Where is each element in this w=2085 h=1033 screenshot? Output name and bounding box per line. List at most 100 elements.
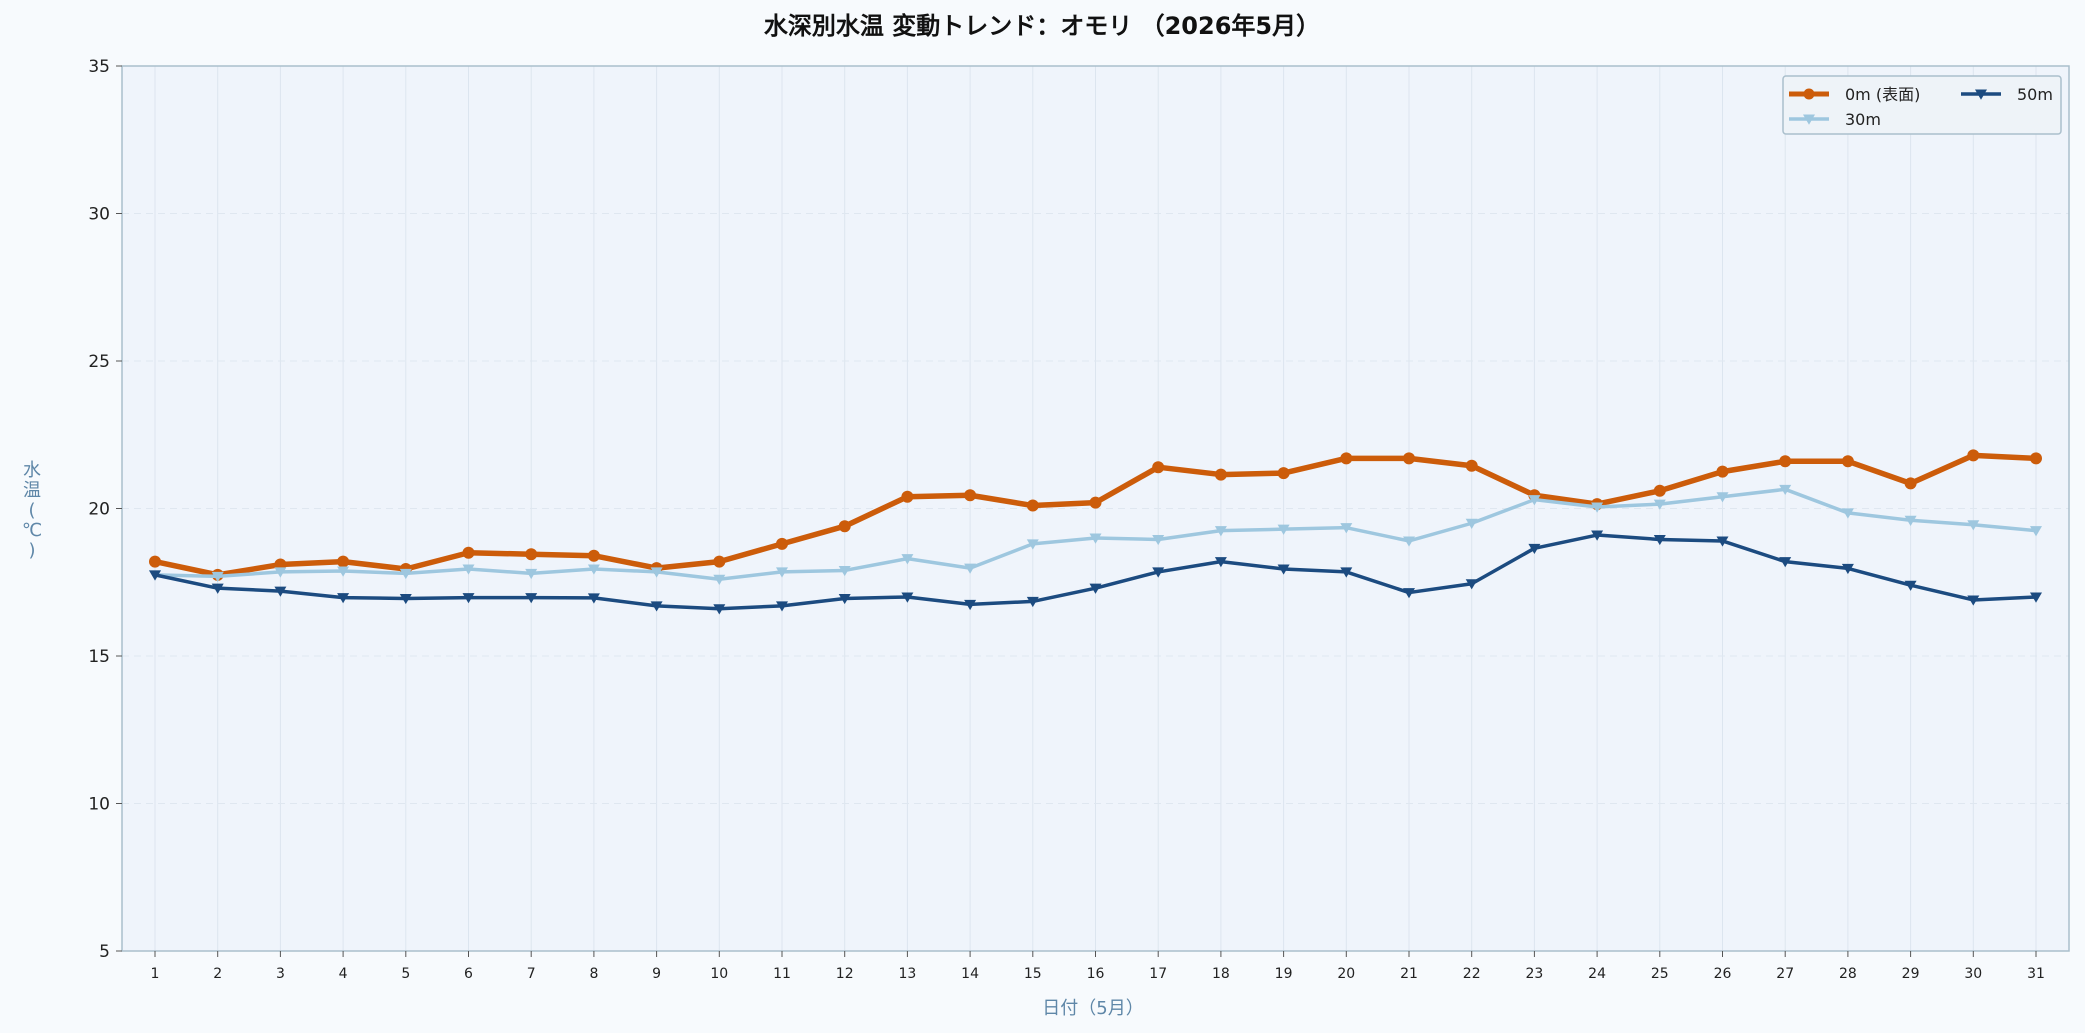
x-tick-label: 8 <box>589 966 598 982</box>
data-point <box>713 574 726 585</box>
x-tick-label: 27 <box>1776 966 1794 982</box>
data-point <box>1277 564 1290 575</box>
data-point <box>337 555 350 568</box>
x-tick-label: 2 <box>213 966 222 982</box>
data-point <box>1403 536 1415 547</box>
x-tick-label: 28 <box>1839 966 1857 982</box>
x-tick-label: 26 <box>1714 966 1732 982</box>
data-point <box>1967 449 1980 462</box>
data-point <box>1403 588 1415 599</box>
x-tick-label: 4 <box>339 966 348 982</box>
data-point <box>149 570 161 581</box>
data-point <box>713 604 726 615</box>
data-point <box>964 489 977 502</box>
data-point <box>1089 496 1102 509</box>
data-point <box>1465 459 1478 472</box>
data-point <box>1026 539 1039 550</box>
data-point <box>901 490 914 503</box>
x-axis-label: 日付（5月） <box>1042 998 1143 1019</box>
series-0 <box>149 449 2042 581</box>
y-tick-label: 10 <box>88 795 110 815</box>
y-tick-label: 25 <box>88 352 110 372</box>
x-tick-label: 13 <box>898 966 916 982</box>
data-point <box>1716 492 1729 503</box>
x-tick-label: 25 <box>1651 966 1669 982</box>
legend-label: 30m <box>1845 110 1881 129</box>
x-tick-label: 14 <box>961 966 979 982</box>
data-point <box>525 548 538 561</box>
data-point <box>1653 499 1666 510</box>
x-tick-label: 6 <box>464 966 473 982</box>
data-point <box>1089 583 1102 594</box>
x-tick-label: 3 <box>276 966 285 982</box>
data-point <box>1841 563 1854 575</box>
data-point <box>1779 455 1792 468</box>
data-point <box>462 593 475 604</box>
data-point <box>399 568 412 580</box>
data-point <box>2030 452 2042 465</box>
legend-marker <box>1803 88 1815 100</box>
data-point <box>1716 536 1729 547</box>
x-tick-label: 16 <box>1087 966 1105 982</box>
series-layer <box>149 449 2042 615</box>
data-point <box>1277 524 1290 535</box>
data-point <box>2030 592 2042 603</box>
data-point <box>1841 508 1854 519</box>
x-tick-label: 11 <box>773 966 791 982</box>
data-point <box>1653 484 1666 497</box>
data-point <box>1214 526 1227 537</box>
legend-label: 0m (表面) <box>1845 85 1920 104</box>
data-point <box>1026 499 1039 512</box>
x-tick-label: 20 <box>1337 966 1355 982</box>
data-point <box>525 593 538 604</box>
data-point <box>337 566 350 577</box>
data-point <box>1465 579 1478 590</box>
data-point <box>776 567 788 578</box>
data-point <box>1403 452 1415 465</box>
x-tick-label: 24 <box>1588 966 1606 982</box>
data-point <box>1967 520 1980 531</box>
data-point <box>1214 557 1227 568</box>
legend-label: 50m <box>2017 85 2053 104</box>
data-point <box>1152 534 1165 546</box>
data-point <box>462 564 475 575</box>
data-point <box>1591 502 1604 513</box>
x-tick-label: 1 <box>151 966 160 982</box>
data-point <box>1779 557 1792 568</box>
x-tick-label: 23 <box>1525 966 1543 982</box>
data-point <box>1214 468 1227 481</box>
data-point <box>1591 530 1604 541</box>
data-point <box>1779 484 1792 496</box>
data-point <box>1340 523 1353 534</box>
data-point <box>1904 515 1917 526</box>
data-point <box>901 592 914 603</box>
data-point <box>838 593 851 605</box>
data-point <box>525 568 538 580</box>
data-point <box>1716 465 1729 478</box>
series-1 <box>149 484 2042 585</box>
legend-item: 30m <box>1789 110 1881 129</box>
x-tick-label: 18 <box>1212 966 1230 982</box>
data-point <box>587 593 600 604</box>
data-point <box>1653 534 1666 546</box>
legend-box <box>1782 75 2062 135</box>
legend-marker <box>1803 114 1815 125</box>
y-tick-label: 30 <box>88 205 110 225</box>
x-tick-label: 12 <box>836 966 854 982</box>
y-tick-label: 15 <box>88 647 110 667</box>
series-2 <box>149 530 2042 615</box>
data-point <box>1528 543 1541 555</box>
x-tick-label: 30 <box>1964 966 1982 982</box>
data-point <box>776 601 788 612</box>
data-point <box>713 555 726 568</box>
x-tick-label: 9 <box>652 966 661 982</box>
x-tick-label: 10 <box>710 966 728 982</box>
data-point <box>211 571 224 583</box>
data-point <box>964 599 977 611</box>
legend-item: 50m <box>1961 85 2053 104</box>
data-point <box>399 593 412 605</box>
y-tick-label: 5 <box>99 942 110 962</box>
data-point <box>838 565 851 577</box>
data-point <box>211 583 224 594</box>
